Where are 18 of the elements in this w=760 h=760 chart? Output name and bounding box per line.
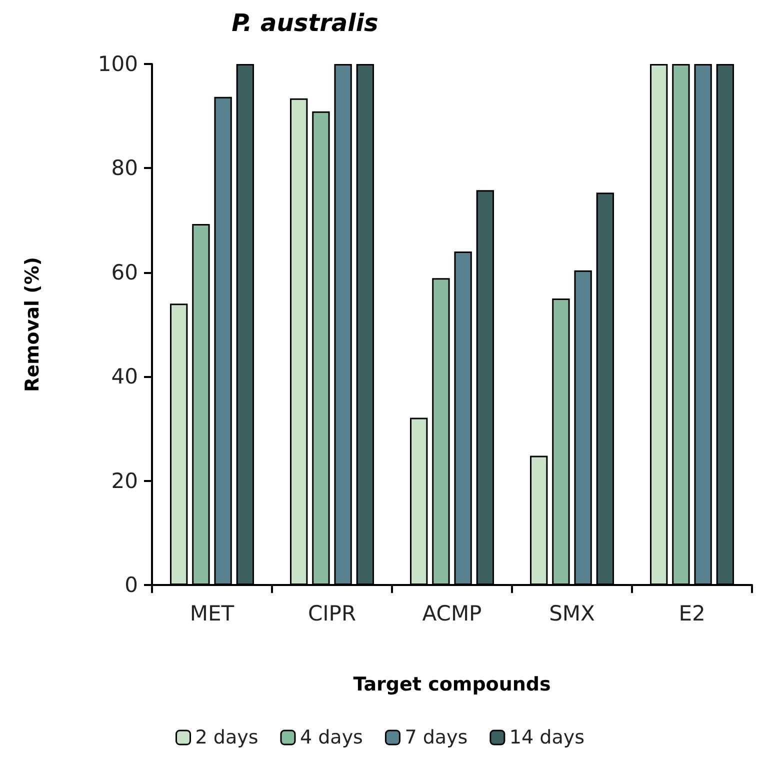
legend-label: 2 days (195, 726, 258, 748)
x-tick-label: SMX (549, 602, 595, 626)
y-tick-label: 40 (111, 364, 138, 389)
y-tick-label: 20 (111, 468, 138, 493)
y-tick-label: 0 (124, 573, 138, 597)
x-tick-label: ACMP (422, 602, 482, 626)
x-axis-title: Target compounds (353, 674, 551, 696)
y-tick-label: 60 (111, 260, 138, 284)
x-tick-label: MET (190, 602, 234, 626)
y-axis-title: Removal (%) (22, 256, 44, 392)
y-tick-label: 100 (98, 52, 138, 76)
legend-label: 4 days (300, 726, 363, 748)
x-tick-label: CIPR (308, 602, 356, 626)
legend-label: 7 days (404, 726, 468, 748)
legend-label: 14 days (509, 726, 585, 748)
x-tick-label: E2 (678, 602, 706, 626)
chart-title: P. australis (232, 9, 378, 37)
y-tick-label: 80 (111, 156, 138, 180)
